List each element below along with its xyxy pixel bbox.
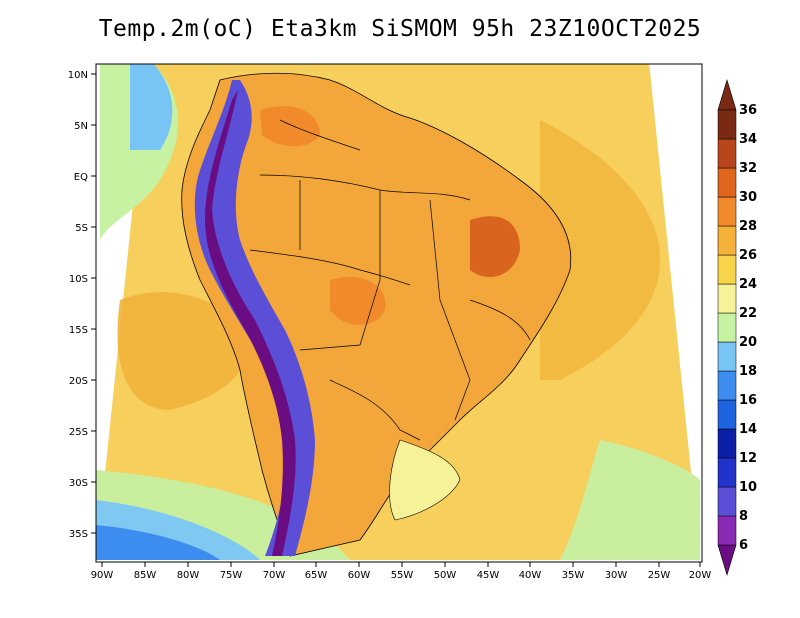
lat-label: 10N (68, 70, 88, 81)
colorbar-label: 12 (739, 451, 757, 466)
colorbar-swatch (717, 225, 737, 256)
colorbar-label: 10 (739, 480, 757, 495)
colorbar-top-arrow (717, 78, 737, 111)
colorbar-label: 30 (739, 190, 757, 205)
colorbar-label: 34 (739, 132, 757, 147)
colorbar-swatch (717, 486, 737, 517)
lon-label: 90W (91, 570, 114, 581)
colorbar-label: 32 (739, 161, 757, 176)
lat-label: 5S (75, 223, 88, 234)
cold-zone-nw (130, 64, 173, 150)
colorbar-swatch (717, 254, 737, 285)
lat-label: 25S (69, 427, 88, 438)
lat-label: 5N (74, 121, 88, 132)
colorbar-label: 14 (739, 422, 757, 437)
hot-zone-central (330, 276, 386, 325)
colorbar-swatch (717, 399, 737, 430)
colorbar-label: 28 (739, 219, 757, 234)
colorbar-swatch (717, 167, 737, 198)
colorbar-label: 6 (739, 538, 748, 553)
colorbar-label: 8 (739, 509, 748, 524)
lon-label: 35W (562, 570, 585, 581)
lon-label: 80W (177, 570, 200, 581)
lon-label: 40W (519, 570, 542, 581)
colorbar-swatch (717, 457, 737, 488)
latitude-axis: 10N 5N EQ 5S 10S 15S 20S 25S 30S 35S (68, 70, 96, 540)
lat-label: 30S (69, 478, 88, 489)
atlantic-warm-zone (540, 120, 660, 380)
lon-label: 45W (477, 570, 500, 581)
lon-label: 65W (305, 570, 328, 581)
colorbar-swatch (717, 341, 737, 372)
lon-label: 70W (263, 570, 286, 581)
colorbar: 6 8 10 12 14 16 18 20 22 24 26 28 30 32 … (717, 78, 757, 577)
lat-label: EQ (74, 172, 88, 183)
plot-frame (95, 63, 703, 563)
lat-label: 15S (69, 325, 88, 336)
colorbar-label: 18 (739, 364, 757, 379)
temperature-field (96, 64, 702, 562)
hot-zone-ne (470, 216, 520, 278)
lon-label: 50W (434, 570, 457, 581)
pacific-warm-zone (117, 292, 250, 410)
colorbar-swatch (717, 196, 737, 227)
lat-label: 10S (69, 274, 88, 285)
colorbar-swatch (717, 428, 737, 459)
colorbar-swatch (717, 283, 737, 314)
colorbar-label: 24 (739, 277, 757, 292)
colorbar-label: 20 (739, 335, 757, 350)
colorbar-label: 36 (739, 103, 757, 118)
cool-zone-se (560, 440, 700, 560)
longitude-axis: 90W 85W 80W 75W 70W 65W 60W 55W 50W 45W … (91, 562, 712, 581)
colorbar-swatch (717, 138, 737, 169)
colorbar-bottom-arrow (717, 544, 737, 577)
political-borders (249, 119, 531, 441)
colorbar-swatch (717, 109, 737, 140)
lon-label: 25W (648, 570, 671, 581)
colorbar-swatch (717, 312, 737, 343)
map-title: Temp.2m(oC) Eta3km SiSMOM 95h 23Z10OCT20… (98, 16, 702, 42)
lon-label: 20W (689, 570, 712, 581)
lat-label: 35S (69, 529, 88, 540)
lon-label: 55W (391, 570, 414, 581)
andes-coldest-strip (205, 90, 296, 556)
hot-zone-north (260, 106, 320, 147)
lon-label: 85W (134, 570, 157, 581)
colder-zone-sw (96, 525, 220, 560)
colorbar-swatch (717, 370, 737, 401)
colorbar-label: 22 (739, 306, 757, 321)
lon-label: 60W (348, 570, 371, 581)
lon-label: 30W (605, 570, 628, 581)
uruguay-region (389, 439, 461, 521)
lat-label: 20S (69, 376, 88, 387)
colorbar-label: 16 (739, 393, 757, 408)
lon-label: 75W (220, 570, 243, 581)
colorbar-label: 26 (739, 248, 757, 263)
colorbar-swatch (717, 515, 737, 546)
